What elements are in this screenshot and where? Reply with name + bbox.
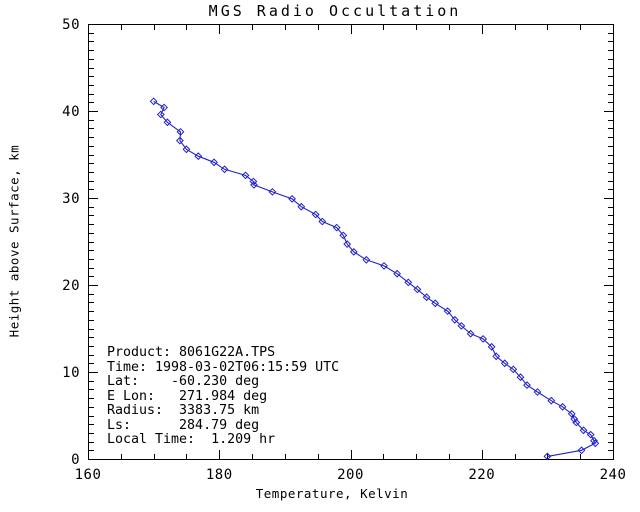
svg-text:40: 40 <box>62 104 80 120</box>
metadata-annotation: Product: 8061G22A.TPS Time: 1998-03-02T0… <box>107 345 340 448</box>
annotation-time: Time: 1998-03-02T06:15:59 UTC <box>107 359 340 375</box>
x-axis-label: Temperature, Kelvin <box>255 486 409 501</box>
svg-text:0: 0 <box>71 452 80 468</box>
svg-text:10: 10 <box>62 365 80 381</box>
svg-text:180: 180 <box>206 467 233 483</box>
annotation-radius: Radius: 3383.75 km <box>107 403 260 418</box>
annotation-lat: Lat: -60.230 deg <box>107 374 260 389</box>
annotation-elon: E Lon: 271.984 deg <box>107 388 268 404</box>
svg-text:30: 30 <box>62 191 80 207</box>
y-axis-label: Height above Surface, km <box>6 144 22 338</box>
svg-text:220: 220 <box>468 467 495 483</box>
svg-text:160: 160 <box>75 467 102 483</box>
annotation-product: Product: 8061G22A.TPS <box>107 345 276 360</box>
chart-title: MGS Radio Occultation <box>208 2 462 20</box>
svg-text:20: 20 <box>62 278 80 294</box>
annotation-local-time: Local Time: 1.209 hr <box>107 432 276 447</box>
svg-text:50: 50 <box>62 17 80 33</box>
svg-text:240: 240 <box>600 467 627 483</box>
annotation-ls: Ls: 284.79 deg <box>107 417 260 433</box>
svg-text:200: 200 <box>337 467 364 483</box>
